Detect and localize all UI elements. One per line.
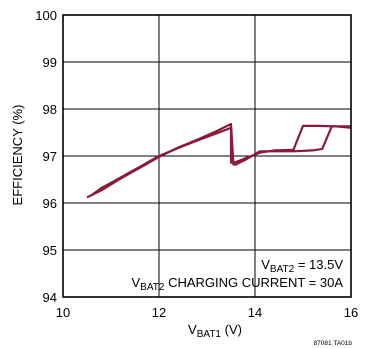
annotation-charging-rest: CHARGING CURRENT = 30A [164,275,343,290]
efficiency-series-line-2 [86,122,351,199]
figure-id: 87081 TA01b [314,340,353,347]
x-axis-title: VBAT1 (V) [188,322,242,340]
y-tick-label: 96 [43,196,57,211]
efficiency-series-line-1 [91,124,352,196]
y-tick-label: 100 [35,8,57,23]
annotation-vbat2: VBAT2 = 13.5V [261,257,343,275]
y-tick-label: 97 [43,149,57,164]
y-tick-label: 95 [43,243,57,258]
y-tick-label: 94 [43,290,57,305]
y-axis-title: EFFICIENCY (%) [10,105,25,206]
x-tick-label: 12 [152,305,166,320]
x-tick-label: 10 [56,305,70,320]
series-group [86,122,352,199]
plot-frame [62,14,352,298]
y-tick-labels: 94 95 96 97 98 99 100 [35,8,57,305]
x-axis-title-unit: (V) [221,322,242,337]
y-tick-label: 99 [43,55,57,70]
y-tick-label: 98 [43,102,57,117]
annotation-charging-sub: BAT2 [140,282,165,293]
x-tick-label: 16 [344,305,358,320]
annotation-vbat2-rest: = 13.5V [294,257,343,272]
x-tick-label: 14 [248,305,262,320]
grid-lines [63,15,351,297]
x-axis-title-sub: BAT1 [197,329,222,340]
annotation-vbat2-sub: BAT2 [270,264,295,275]
annotation-vbat2-main: V [261,257,270,272]
x-tick-labels: 10 12 14 16 [56,305,358,320]
x-axis-title-main: V [188,322,197,337]
annotation-charging-main: V [132,275,141,290]
annotation-charging-current: VBAT2 CHARGING CURRENT = 30A [132,275,344,293]
